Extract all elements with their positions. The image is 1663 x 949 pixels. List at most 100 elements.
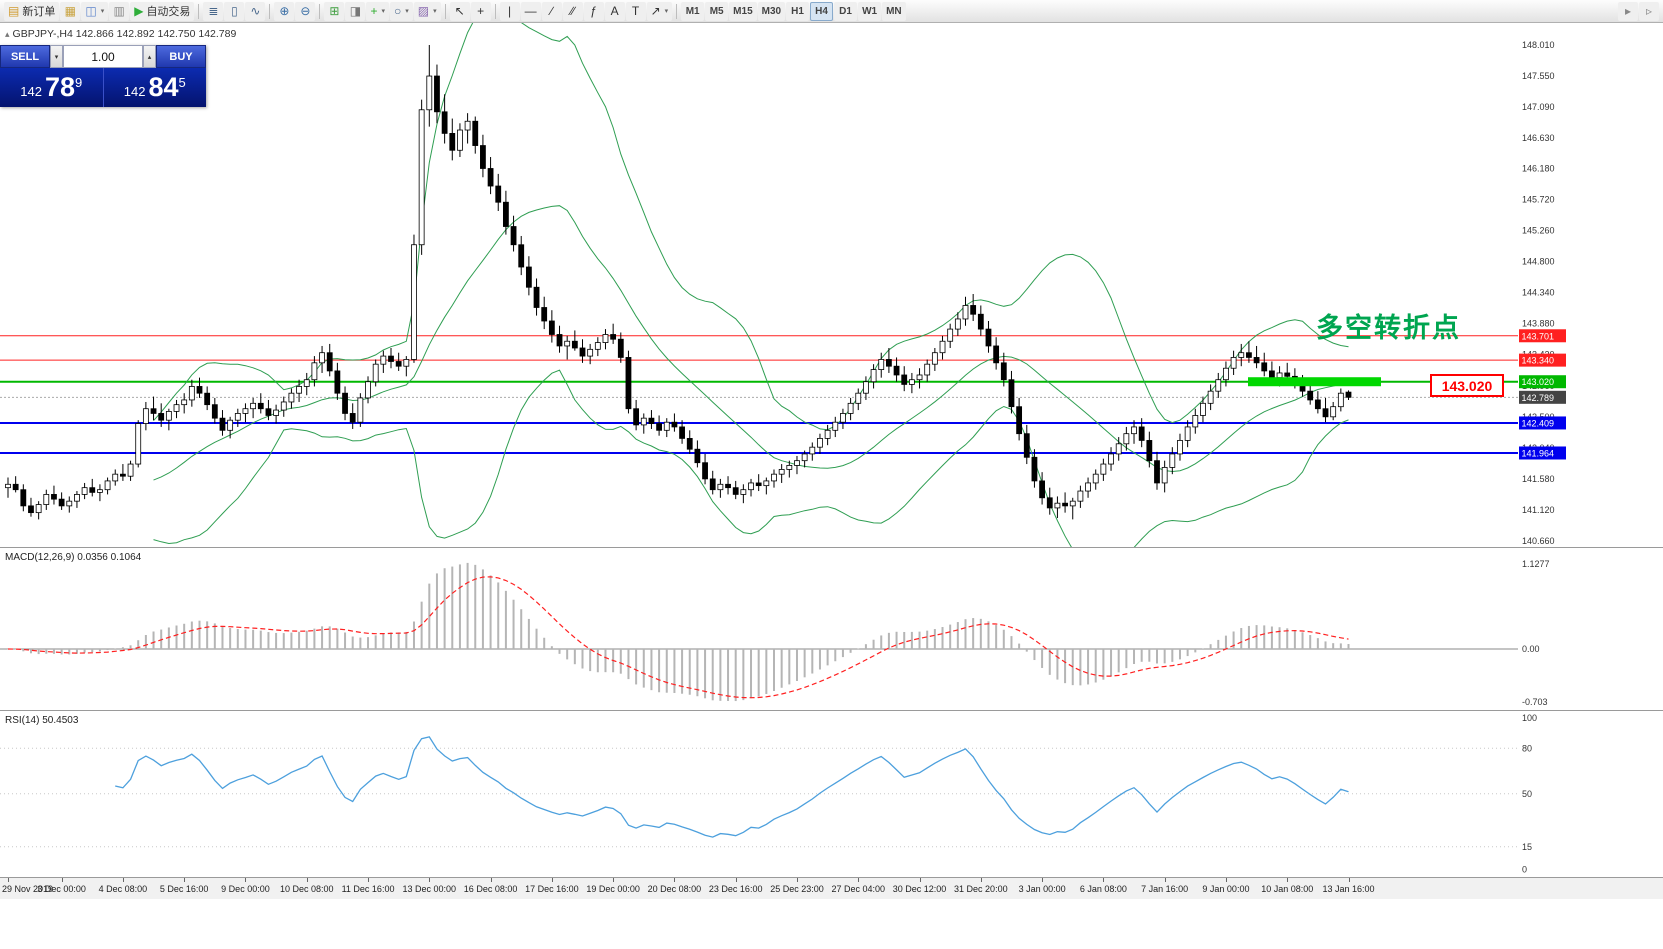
templates-icon[interactable]: ▨ ▾ bbox=[413, 1, 441, 21]
vertical-line-icon[interactable]: | bbox=[499, 1, 520, 21]
main-chart-canvas[interactable]: 148.010 147.550 147.090 146.630 146.180 145.7… bbox=[0, 23, 1663, 547]
rsi-canvas[interactable]: 100 80 50 15 0 bbox=[0, 711, 1663, 878]
sell-price-display[interactable]: 142 78 9 bbox=[0, 68, 103, 107]
sell-price-frac: 9 bbox=[75, 74, 83, 90]
new-order-button[interactable]: ▤ 新订单 bbox=[4, 1, 60, 21]
volume-increase-button[interactable]: ▴ bbox=[143, 45, 156, 68]
time-axis-label: 19 Dec 00:00 bbox=[586, 884, 640, 894]
candle bbox=[541, 307, 548, 322]
candle bbox=[74, 494, 80, 502]
svg-text:145.260: 145.260 bbox=[1522, 226, 1555, 236]
candle bbox=[855, 392, 862, 404]
candlestick-chart-icon[interactable]: ▯ bbox=[224, 1, 245, 21]
profiles-icon[interactable]: ◫ ▾ bbox=[81, 1, 109, 21]
time-axis-label: 17 Dec 16:00 bbox=[525, 884, 579, 894]
tf-m1-button[interactable]: M1 bbox=[681, 1, 705, 21]
candle bbox=[1023, 433, 1030, 458]
bar-chart-icon[interactable]: ≣ bbox=[203, 1, 224, 21]
tf-mn-button[interactable]: MN bbox=[882, 1, 906, 21]
candle bbox=[1069, 500, 1076, 507]
label-icon[interactable]: T bbox=[625, 1, 646, 21]
time-axis[interactable]: 29 Nov 2019 3 Dec 00:00 4 Dec 08:00 5 Dec 1… bbox=[0, 877, 1663, 899]
candle bbox=[388, 355, 394, 362]
charts-window-icon[interactable]: ▦ bbox=[60, 1, 81, 21]
candle bbox=[188, 386, 195, 401]
periods-icon[interactable]: ○ ▾ bbox=[389, 1, 413, 21]
expand-ohlc-icon[interactable]: ▴ bbox=[5, 29, 10, 39]
arrows-icon[interactable]: ↗ ▾ bbox=[646, 1, 673, 21]
time-axis-label: 3 Dec 00:00 bbox=[37, 884, 86, 894]
auto-scroll-icon[interactable]: ▸ bbox=[1618, 1, 1638, 21]
candle bbox=[181, 399, 188, 406]
candle bbox=[801, 453, 808, 462]
price-tag: 143.020 bbox=[1522, 377, 1555, 387]
svg-text:-0.703: -0.703 bbox=[1522, 697, 1548, 707]
buy-button[interactable]: BUY bbox=[156, 45, 206, 68]
line-chart-icon[interactable]: ∿ bbox=[245, 1, 266, 21]
tf-m5-button[interactable]: M5 bbox=[705, 1, 729, 21]
candle bbox=[993, 345, 1000, 364]
candle bbox=[280, 401, 287, 411]
channel-icon[interactable]: ∕∕ bbox=[562, 1, 583, 21]
candle bbox=[571, 340, 578, 349]
svg-text:144.800: 144.800 bbox=[1522, 257, 1555, 267]
candle bbox=[104, 480, 111, 491]
candle bbox=[763, 480, 770, 487]
candle bbox=[426, 75, 433, 111]
candle bbox=[1046, 497, 1053, 509]
macd-canvas[interactable]: 1.1277 0.00 -0.703 bbox=[0, 548, 1663, 711]
candle bbox=[273, 409, 280, 416]
candle bbox=[51, 494, 57, 500]
main-chart-panel: 148.010 147.550 147.090 146.630 146.180 145.7… bbox=[0, 23, 1663, 547]
tf-h4-button[interactable]: H4 bbox=[810, 1, 834, 21]
highlight-zone bbox=[1248, 377, 1381, 387]
candle bbox=[457, 129, 463, 151]
svg-text:80: 80 bbox=[1522, 743, 1532, 753]
price-tag: 142.789 bbox=[1522, 393, 1555, 403]
candle bbox=[847, 402, 854, 414]
candle bbox=[227, 419, 234, 431]
tf-m15-button[interactable]: M15 bbox=[729, 1, 757, 21]
candle bbox=[357, 397, 364, 423]
cascade-windows-icon[interactable]: ◨ bbox=[345, 1, 366, 21]
fibonacci-icon[interactable]: ƒ bbox=[583, 1, 604, 21]
price-tag: 142.409 bbox=[1522, 418, 1555, 428]
price-tag: 143.340 bbox=[1522, 356, 1555, 366]
candle bbox=[487, 168, 494, 187]
time-axis-label: 23 Dec 16:00 bbox=[708, 884, 763, 894]
indicators-icon[interactable]: + ▾ bbox=[366, 1, 389, 21]
candle bbox=[594, 342, 601, 350]
strategy-tester-icon[interactable]: ▥ bbox=[109, 1, 130, 21]
candle bbox=[518, 244, 525, 268]
candle bbox=[771, 473, 777, 482]
volume-input[interactable] bbox=[63, 45, 143, 68]
trendline-icon[interactable]: ∕ bbox=[541, 1, 562, 21]
buy-price-display[interactable]: 142 84 5 bbox=[104, 68, 207, 107]
zoom-in-icon[interactable]: ⊕ bbox=[274, 1, 295, 21]
horizontal-line-icon[interactable]: — bbox=[520, 1, 541, 21]
toolbar-separator bbox=[444, 3, 446, 19]
candle bbox=[434, 75, 440, 113]
tile-windows-icon[interactable]: ⊞ bbox=[324, 1, 345, 21]
tf-d1-button[interactable]: D1 bbox=[834, 1, 858, 21]
ohlc-info-text: GBPJPY-,H4 142.866 142.892 142.750 142.7… bbox=[12, 28, 237, 40]
cursor-icon[interactable]: ↖ bbox=[449, 1, 470, 21]
candle bbox=[656, 423, 662, 431]
candle bbox=[717, 483, 724, 491]
candle bbox=[786, 465, 793, 470]
autotrading-button[interactable]: ▶ 自动交易 bbox=[130, 1, 195, 21]
crosshair-icon[interactable]: + bbox=[470, 1, 491, 21]
tf-w1-button[interactable]: W1 bbox=[858, 1, 882, 21]
candle bbox=[702, 462, 708, 480]
tf-h1-button[interactable]: H1 bbox=[786, 1, 810, 21]
chart-shift-icon[interactable]: ▹ bbox=[1639, 1, 1659, 21]
zoom-out-icon[interactable]: ⊖ bbox=[295, 1, 316, 21]
candle bbox=[1307, 390, 1314, 401]
tf-m30-button[interactable]: M30 bbox=[757, 1, 786, 21]
buy-price-pips: 84 bbox=[148, 72, 179, 102]
volume-decrease-button[interactable]: ▾ bbox=[50, 45, 63, 68]
candle bbox=[1253, 357, 1260, 364]
sell-button[interactable]: SELL bbox=[0, 45, 50, 68]
text-icon[interactable]: A bbox=[604, 1, 625, 21]
candle bbox=[319, 352, 325, 364]
